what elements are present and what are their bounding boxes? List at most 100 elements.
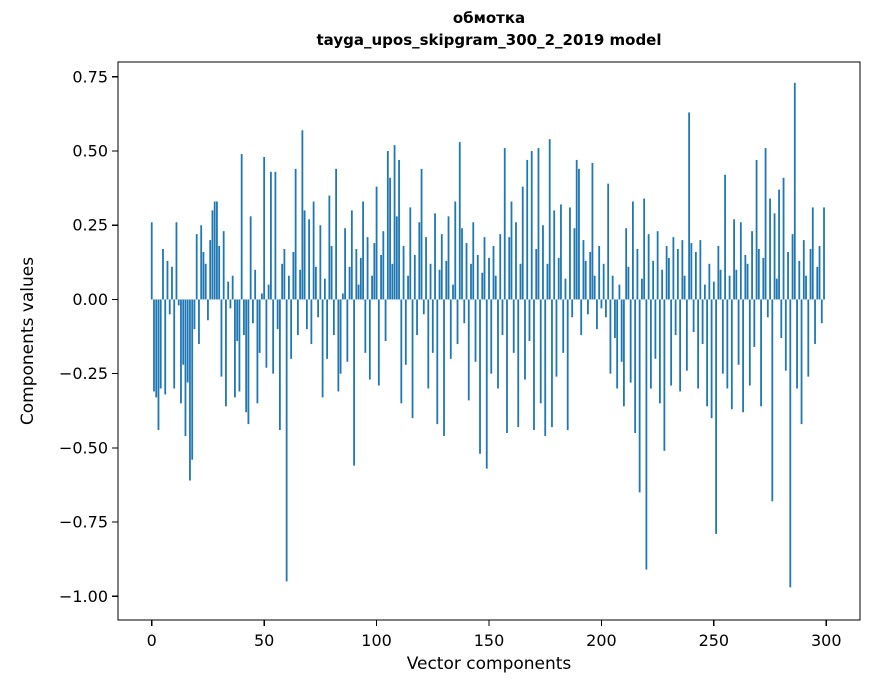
bar xyxy=(618,284,621,300)
bar xyxy=(409,207,412,300)
bar xyxy=(166,260,169,300)
bar xyxy=(510,201,513,300)
bar xyxy=(596,299,598,330)
bar xyxy=(445,260,448,300)
bar xyxy=(593,275,596,300)
bar xyxy=(292,251,295,300)
bar xyxy=(245,299,248,413)
bar xyxy=(465,243,468,300)
bar xyxy=(517,299,520,428)
y-tick-label: −0.25 xyxy=(59,364,108,383)
bar xyxy=(159,299,162,389)
bar xyxy=(198,299,200,344)
bar xyxy=(605,299,607,318)
bar xyxy=(362,201,364,300)
bar xyxy=(173,299,176,389)
bar xyxy=(348,266,351,300)
x-tick-label: 300 xyxy=(811,631,842,650)
bar xyxy=(458,142,461,300)
bar xyxy=(422,299,425,315)
bar xyxy=(182,299,185,365)
bar xyxy=(649,299,652,389)
bars xyxy=(150,82,825,588)
bar xyxy=(694,251,697,300)
bar xyxy=(153,299,155,392)
bar xyxy=(418,222,421,300)
bar xyxy=(447,216,450,300)
bar xyxy=(717,246,720,300)
y-tick-label: −1.00 xyxy=(59,587,108,606)
bar xyxy=(712,281,715,300)
bar xyxy=(665,246,668,300)
bar xyxy=(654,299,657,359)
bar xyxy=(616,299,619,389)
bar xyxy=(479,299,481,454)
bar xyxy=(400,299,403,404)
bar xyxy=(816,266,819,300)
bar xyxy=(278,299,281,431)
bar xyxy=(150,222,153,300)
bar xyxy=(643,198,646,300)
bar xyxy=(339,299,342,374)
bar xyxy=(724,174,726,300)
bar xyxy=(728,275,731,300)
bar xyxy=(636,248,639,300)
y-tick-label: −0.75 xyxy=(59,513,108,532)
bar xyxy=(512,299,515,353)
bar xyxy=(485,299,488,469)
bar xyxy=(492,246,495,300)
x-tick-label: 0 xyxy=(147,631,157,650)
bar xyxy=(373,243,376,300)
bar xyxy=(301,130,304,300)
bar xyxy=(490,299,493,374)
bar xyxy=(191,299,194,460)
bar xyxy=(744,254,747,300)
x-tick-label: 50 xyxy=(254,631,274,650)
bar xyxy=(620,299,623,362)
bar xyxy=(393,145,396,300)
bar xyxy=(769,198,771,300)
bar xyxy=(236,299,239,341)
bar xyxy=(440,234,443,300)
bar xyxy=(276,299,279,330)
bar xyxy=(762,257,765,300)
bar xyxy=(787,251,789,300)
bar xyxy=(184,299,187,436)
bar xyxy=(771,299,774,502)
bar xyxy=(263,156,266,300)
bar xyxy=(270,171,272,300)
bar xyxy=(254,269,257,300)
bar xyxy=(321,299,324,398)
bar xyxy=(395,216,398,300)
y-tick-label: 0.00 xyxy=(72,290,108,309)
bar xyxy=(247,299,250,425)
bar xyxy=(359,257,362,300)
bar xyxy=(407,275,409,300)
bar xyxy=(733,219,735,300)
bar xyxy=(357,284,360,300)
bar xyxy=(697,299,700,389)
bar xyxy=(658,299,661,404)
bar xyxy=(627,266,630,300)
bar xyxy=(823,207,825,300)
bar xyxy=(319,225,322,300)
bar xyxy=(571,299,574,318)
bar xyxy=(544,299,547,436)
bar xyxy=(730,299,733,410)
bar xyxy=(317,299,320,318)
x-tick-label: 250 xyxy=(699,631,730,650)
bar xyxy=(719,269,722,300)
bar xyxy=(425,237,427,300)
bar xyxy=(427,299,430,389)
bar xyxy=(625,228,628,300)
bar xyxy=(314,266,317,300)
bar xyxy=(252,299,254,324)
bar xyxy=(641,278,643,300)
bar xyxy=(411,299,414,419)
bar xyxy=(281,263,284,300)
bar xyxy=(371,275,373,300)
x-tick-label: 200 xyxy=(586,631,617,650)
bar xyxy=(548,139,551,300)
bar xyxy=(546,263,549,300)
